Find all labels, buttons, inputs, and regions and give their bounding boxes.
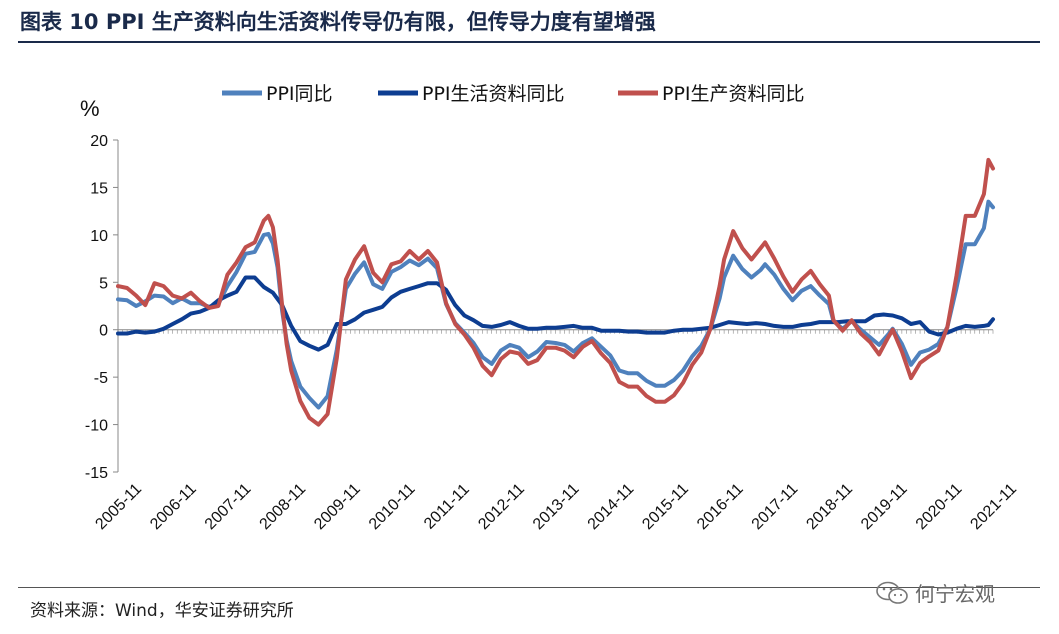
x-tick-label: 2018-11 <box>803 480 856 533</box>
x-tick-label: 2021-11 <box>967 480 1020 533</box>
legend-label: PPI生活资料同比 <box>422 83 565 105</box>
series-lines <box>116 157 995 427</box>
x-tick-label: 2013-11 <box>530 480 583 533</box>
wechat-icon <box>876 581 908 604</box>
y-tick-label: 15 <box>90 180 108 197</box>
x-tick-label: 2016-11 <box>694 480 747 533</box>
x-tick-label: 2007-11 <box>202 480 255 533</box>
x-tick-label: 2015-11 <box>639 480 692 533</box>
y-tick-label: 10 <box>90 228 108 245</box>
x-tick-label: 2017-11 <box>749 480 802 533</box>
source-divider <box>18 587 1040 588</box>
x-tick-label: 2005-11 <box>92 480 145 533</box>
x-tick-label: 2012-11 <box>475 480 528 533</box>
y-tick-label: -10 <box>85 418 108 435</box>
y-tick-label: 0 <box>99 323 108 340</box>
x-tick-label: 2019-11 <box>858 480 911 533</box>
y-tick-labels: -15 -10 -5 0 5 10 15 20 <box>85 133 108 482</box>
x-tick-label: 2011-11 <box>421 481 473 533</box>
x-tick-label: 2006-11 <box>147 480 200 533</box>
legend-label: PPI同比 <box>266 83 333 105</box>
x-tick-label: 2010-11 <box>366 480 419 533</box>
y-tick-label: -15 <box>85 465 108 482</box>
axes <box>113 139 994 473</box>
x-tick-label: 2008-11 <box>257 480 310 533</box>
x-tick-labels: 2005-11 2006-11 2007-11 2008-11 2009-11 2010-… <box>92 480 1020 533</box>
x-tick-label: 2014-11 <box>585 480 638 533</box>
y-tick-label: 5 <box>99 275 108 292</box>
y-tick-label: 20 <box>90 133 108 150</box>
x-tick-label: 2020-11 <box>913 480 966 533</box>
series-line <box>116 275 995 352</box>
series-line <box>116 157 995 427</box>
watermark: 何宁宏观 <box>875 578 995 607</box>
title-divider <box>18 41 1040 43</box>
watermark-text: 何宁宏观 <box>915 582 995 606</box>
legend: PPI同比 PPI生活资料同比 PPI生产资料同比 <box>222 83 805 105</box>
series-line <box>116 199 995 410</box>
y-axis-unit-label: % <box>80 96 100 121</box>
y-tick-label: -5 <box>94 370 108 387</box>
legend-label: PPI生产资料同比 <box>662 83 805 105</box>
x-tick-label: 2009-11 <box>311 480 364 533</box>
source-note: 资料来源：Wind，华安证券研究所 <box>30 601 294 621</box>
chart-title: 图表 10 PPI 生产资料向生活资料传导仍有限，但传导力度有望增强 <box>20 10 656 34</box>
